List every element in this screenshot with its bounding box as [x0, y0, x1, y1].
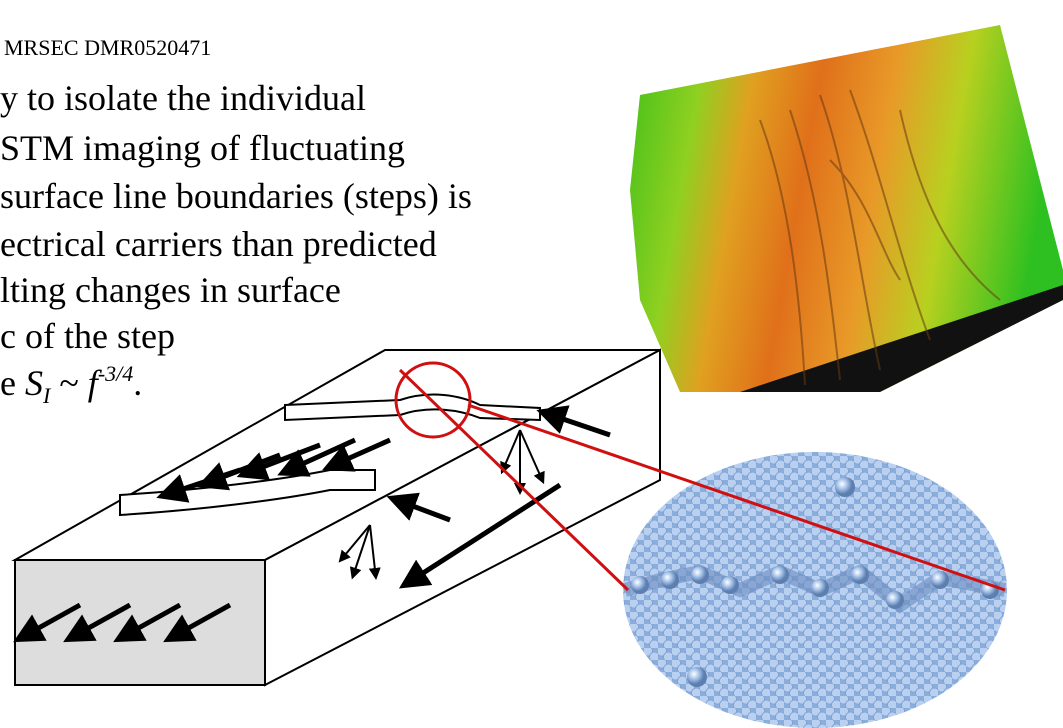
step-diagram — [15, 350, 660, 685]
body-line: y to isolate the individual — [0, 78, 366, 118]
body-line: lting changes in surface — [0, 270, 341, 310]
page: MRSEC DMR0520471 y to isolate the indivi… — [0, 0, 1063, 728]
body-line: c of the step — [0, 316, 175, 356]
atom-model — [623, 452, 1007, 728]
formula-exponent: -3/4 — [98, 361, 133, 386]
formula: e SI ~ f-3/4. — [0, 361, 142, 408]
body-text: y to isolate the individual STM imaging o… — [0, 78, 472, 356]
grant-text: MRSEC DMR0520471 — [4, 35, 211, 60]
slide: MRSEC DMR0520471 y to isolate the indivi… — [0, 0, 1063, 728]
body-line: STM imaging of fluctuating — [0, 128, 405, 168]
body-line: ectrical carriers than predicted — [0, 224, 437, 264]
formula-symbol: S — [25, 363, 43, 403]
body-line: surface line boundaries (steps) is — [0, 176, 472, 216]
formula-lead: e — [0, 363, 25, 403]
formula-relation: ~ — [50, 363, 87, 403]
stm-image — [630, 25, 1063, 392]
formula-end: . — [133, 363, 142, 403]
